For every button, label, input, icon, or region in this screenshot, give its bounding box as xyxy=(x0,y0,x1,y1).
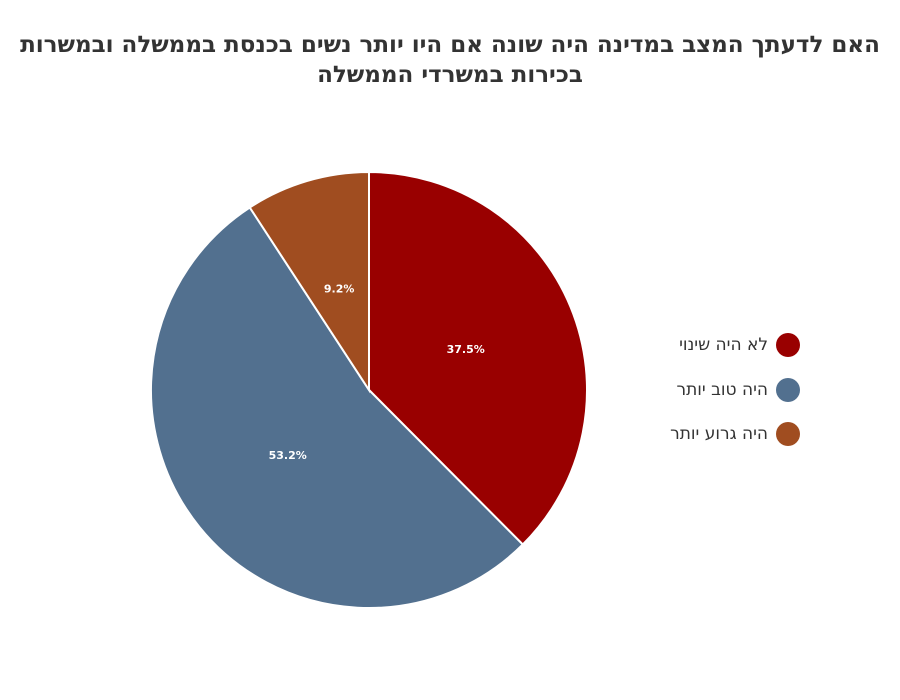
pie-slice-worse[interactable] xyxy=(248,170,370,394)
legend-item-better[interactable]: היה טוב יותר xyxy=(640,375,800,405)
chart-title: האם לדעתך המצב במדינה היה שונה אם היו יו… xyxy=(20,30,880,90)
data-label-better: 53.2% xyxy=(269,449,307,462)
legend-item-no-change[interactable]: לא היה שינוי xyxy=(640,330,800,360)
legend-label-no-change: לא היה שינוי xyxy=(679,335,768,355)
legend-swatch-better xyxy=(776,377,800,402)
chart-title-line-2: בכירות במשרדי הממשלה xyxy=(317,62,583,88)
legend-swatch-no-change xyxy=(776,333,800,357)
pie-slice-no-change[interactable] xyxy=(368,170,588,546)
pie-slice-better[interactable] xyxy=(150,206,525,610)
legend-label-worse: היה גרוע יותר xyxy=(670,424,768,444)
pie-data-labels: 37.5% 53.2% 9.2% xyxy=(269,283,485,462)
legend-item-worse[interactable]: היה גרוע יותר xyxy=(640,419,800,449)
legend: לא היה שינוי היה טוב יותר היה גרוע יותר xyxy=(640,330,800,464)
legend-label-better: היה טוב יותר xyxy=(676,379,768,400)
legend-swatch-worse xyxy=(776,422,800,446)
data-label-no-change: 37.5% xyxy=(447,343,485,356)
data-label-worse: 9.2% xyxy=(324,283,355,296)
pie-slices xyxy=(150,170,588,610)
chart-title-line-1: האם לדעתך המצב במדינה היה שונה אם היו יו… xyxy=(20,32,880,58)
